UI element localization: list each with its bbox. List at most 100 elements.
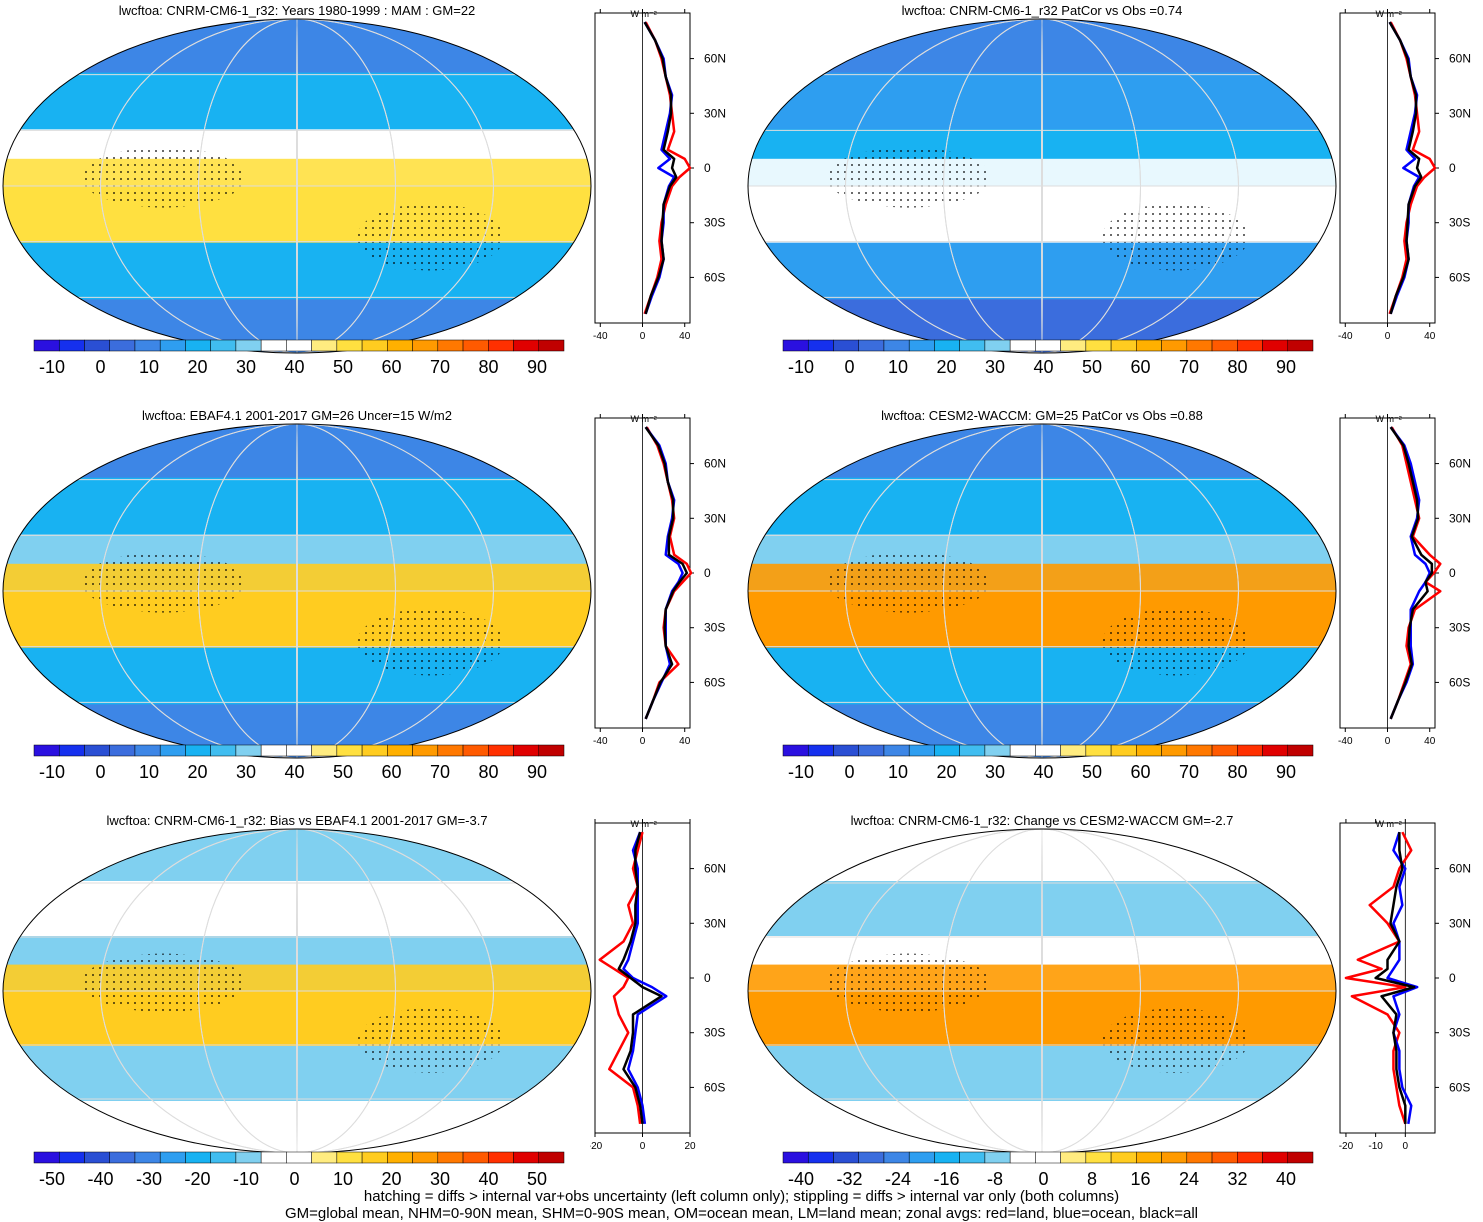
colorbar-label: 90 — [1276, 357, 1296, 377]
zonal-lat-label: 30S — [704, 621, 725, 635]
zonal-series-land — [643, 21, 692, 315]
colorbar-swatch — [513, 339, 540, 352]
zonal-x-tick: -40 — [593, 736, 608, 747]
colorbar-swatch — [488, 1151, 514, 1164]
colorbar-label: -20 — [184, 1169, 210, 1189]
colorbar-swatch — [807, 744, 834, 757]
colorbar-label: 30 — [236, 762, 256, 782]
map-title: lwcftoa: CNRM-CM6-1_r32: Bias vs EBAF4.1… — [106, 813, 488, 828]
panel-6: lwcftoa: CNRM-CM6-1_r32: Change vs CESM2… — [745, 810, 1483, 1190]
colorbar-swatch — [134, 339, 161, 352]
colorbar-label: 80 — [1227, 357, 1247, 377]
colorbar: -10 0 10 20 30 40 50 60 70 80 90 — [782, 339, 1314, 377]
zonal-lat-label: 30N — [704, 106, 726, 120]
colorbar-swatch — [134, 744, 161, 757]
zonal-plot: W m⁻² 60N 30N 0 30S 60S -40 0 40 — [1338, 9, 1471, 342]
colorbar-swatch — [109, 744, 136, 757]
zonal-unit: W m⁻² — [631, 9, 657, 19]
map — [747, 18, 1337, 354]
zonal-lat-label: 0 — [1449, 971, 1456, 985]
colorbar-swatch — [1060, 339, 1087, 352]
colorbar-swatch — [1262, 1151, 1289, 1164]
colorbar-label: 70 — [1179, 357, 1199, 377]
colorbar-swatch — [210, 339, 237, 352]
colorbar-swatch — [807, 1151, 834, 1164]
zonal-x-tick: 40 — [679, 736, 691, 747]
colorbar: -10 0 10 20 30 40 50 60 70 80 90 — [782, 744, 1314, 782]
colorbar-label: -10 — [39, 762, 65, 782]
colorbar-swatch — [134, 1151, 161, 1164]
colorbar-swatch — [984, 339, 1011, 352]
map-title: lwcftoa: CNRM-CM6-1_r32: Change vs CESM2… — [850, 813, 1234, 828]
colorbar-swatch — [1161, 1151, 1188, 1164]
zonal-plot: W m⁻² 60N 30N 0 30S 60S -40 0 40 — [593, 9, 726, 342]
colorbar-swatch — [934, 339, 960, 352]
zonal-lat-label: 30S — [704, 216, 725, 230]
colorbar-swatch — [1009, 339, 1036, 352]
colorbar-label: 0 — [844, 357, 854, 377]
colorbar-label: -8 — [987, 1169, 1003, 1189]
colorbar-swatch — [959, 1151, 986, 1164]
zonal-plot: W m⁻² 60N 30N 0 30S 60S -40 0 40 — [1338, 414, 1471, 747]
colorbar-swatch — [387, 744, 413, 757]
colorbar-swatch — [462, 339, 489, 352]
colorbar-swatch — [109, 1151, 136, 1164]
zonal-x-tick: 40 — [1424, 736, 1436, 747]
colorbar-swatch — [412, 339, 439, 352]
panel-1: lwcftoa: CNRM-CM6-1_r32: Years 1980-1999… — [0, 0, 740, 395]
zonal-lat-label: 60N — [1449, 457, 1471, 471]
colorbar-swatch — [185, 744, 211, 757]
zonal-lat-label: 0 — [704, 566, 711, 580]
colorbar-swatch — [311, 339, 338, 352]
zonal-lat-label: 0 — [1449, 566, 1456, 580]
colorbar-swatch — [210, 744, 237, 757]
colorbar-swatch — [538, 744, 565, 757]
colorbar-swatch — [260, 1151, 287, 1164]
zonal-x-tick: -40 — [593, 331, 608, 342]
zonal-plot: W m⁻² 60N 30N 0 30S 60S -20 0 20 — [590, 819, 726, 1152]
zonal-series-all — [1388, 21, 1423, 315]
colorbar-label: -40 — [788, 1169, 814, 1189]
zonal-lat-label: 60N — [704, 862, 726, 876]
colorbar-swatch — [883, 1151, 910, 1164]
colorbar-swatch — [1186, 339, 1213, 352]
zonal-lat-label: 30S — [1449, 621, 1470, 635]
colorbar-swatch — [833, 339, 859, 352]
colorbar-swatch — [1035, 744, 1061, 757]
colorbar-label: 70 — [1179, 762, 1199, 782]
colorbar-swatch — [361, 744, 388, 757]
colorbar-swatch — [462, 1151, 489, 1164]
colorbar-swatch — [311, 1151, 338, 1164]
colorbar-label: 50 — [333, 357, 353, 377]
colorbar-label: 0 — [289, 1169, 299, 1189]
colorbar-swatch — [984, 1151, 1011, 1164]
colorbar-label: -10 — [39, 357, 65, 377]
colorbar: -10 0 10 20 30 40 50 60 70 80 90 — [33, 339, 565, 377]
colorbar-swatch — [908, 339, 935, 352]
colorbar-swatch — [84, 1151, 110, 1164]
zonal-lat-label: 30N — [704, 916, 726, 930]
colorbar-label: 20 — [936, 357, 956, 377]
zonal-x-tick: 40 — [1424, 331, 1436, 342]
colorbar-swatch — [1161, 339, 1188, 352]
zonal-series-land — [1344, 831, 1413, 1125]
zonal-lat-label: 30S — [704, 1026, 725, 1040]
colorbar-label: 20 — [381, 1169, 401, 1189]
colorbar-label: 60 — [381, 357, 401, 377]
colorbar-label: 30 — [430, 1169, 450, 1189]
zonal-x-tick: 40 — [679, 331, 691, 342]
colorbar-swatch — [336, 744, 363, 757]
colorbar-label: -10 — [788, 762, 814, 782]
map — [2, 828, 592, 1154]
colorbar-swatch — [1186, 1151, 1213, 1164]
colorbar-swatch — [58, 1151, 85, 1164]
colorbar-label: -40 — [87, 1169, 113, 1189]
colorbar-swatch — [1186, 744, 1213, 757]
colorbar-swatch — [235, 1151, 262, 1164]
colorbar-swatch — [1237, 339, 1263, 352]
colorbar-swatch — [858, 744, 885, 757]
colorbar-swatch — [934, 744, 960, 757]
zonal-lat-label: 0 — [1449, 161, 1456, 175]
zonal-x-tick: -20 — [1339, 1141, 1354, 1152]
colorbar-swatch — [1085, 744, 1112, 757]
